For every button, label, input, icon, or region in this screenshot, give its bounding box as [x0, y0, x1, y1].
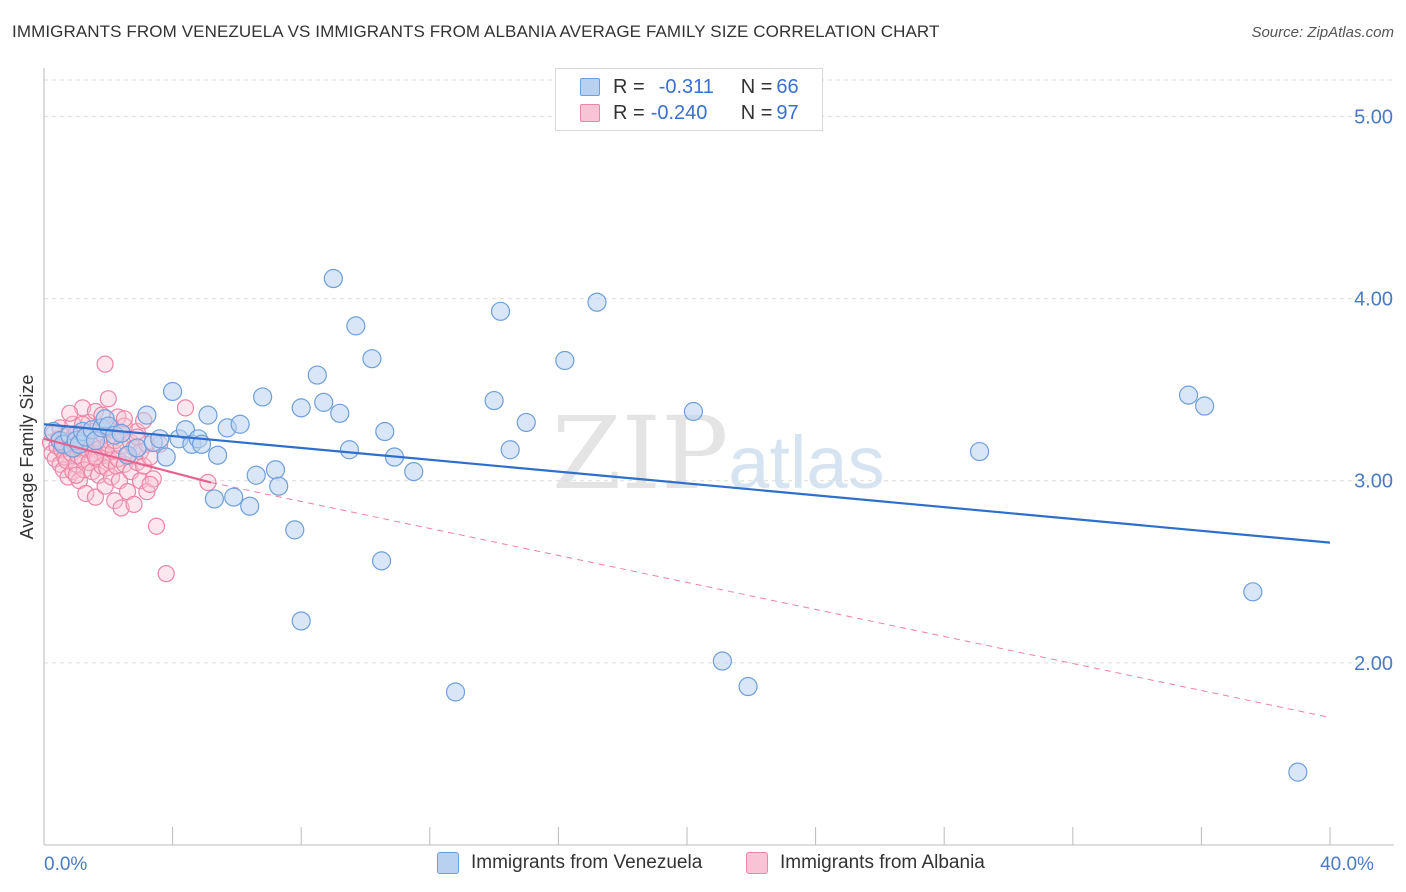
- legend-r-value: -0.240: [650, 101, 708, 124]
- x-tick-label: 40.0%: [1320, 854, 1374, 875]
- venezuela-point: [314, 392, 334, 412]
- venezuela-point: [346, 316, 366, 336]
- albania-points-layer: [41, 355, 217, 583]
- venezuela-point: [738, 676, 758, 697]
- albania-point: [147, 517, 166, 535]
- venezuela-point: [362, 349, 382, 369]
- venezuela-point: [265, 460, 286, 480]
- venezuela-point: [445, 682, 466, 702]
- albania-point: [86, 488, 105, 506]
- legend-n-label: N =: [740, 101, 773, 124]
- albania-point: [99, 390, 117, 408]
- albania-trend-line: [43, 437, 212, 484]
- venezuela-point: [127, 438, 147, 458]
- albania-legend-icon: [746, 852, 768, 874]
- venezuela-point: [500, 440, 520, 460]
- venezuela-point: [683, 401, 704, 422]
- legend-n-value: 66: [776, 75, 799, 98]
- source-label: Source: ZipAtlas.com: [1251, 24, 1394, 41]
- venezuela-point: [240, 496, 260, 516]
- albania-point: [61, 404, 79, 422]
- grid-layer: [44, 79, 1394, 664]
- venezuela-point: [285, 520, 305, 540]
- venezuela-point: [156, 447, 176, 467]
- venezuela-point: [230, 414, 250, 434]
- venezuela-points-layer: [44, 268, 1308, 782]
- albania-point: [77, 484, 95, 503]
- legend-n-value: 97: [776, 101, 799, 124]
- venezuela-point: [224, 487, 244, 507]
- trend-layer: [43, 423, 1331, 718]
- y-axis-label: Average Family Size: [17, 375, 37, 540]
- venezuela-point: [969, 441, 990, 462]
- label-layer: 2.00 3.00 4.00 5.00 0.0% 40.0% Average Family …: [17, 106, 1393, 875]
- albania-point: [112, 499, 130, 517]
- legend-row-albania: R = -0.240 N = 97: [580, 100, 799, 126]
- venezuela-point: [484, 390, 504, 411]
- albania-point: [141, 475, 159, 493]
- stats-legend: R = -0.311 N = 66 R = -0.240 N = 97: [555, 68, 823, 131]
- venezuela-point: [555, 350, 575, 371]
- venezuela-swatch-icon: [580, 78, 600, 96]
- albania-point: [67, 466, 85, 484]
- y-tick-label: 2.00: [1354, 653, 1393, 675]
- albania-point: [131, 472, 150, 490]
- venezuela-point: [1288, 762, 1308, 782]
- albania-legend-label: Immigrants from Albania: [780, 852, 985, 873]
- venezuela-point: [490, 301, 511, 321]
- venezuela-point: [330, 403, 350, 423]
- albania-point: [96, 355, 114, 373]
- bottom-legend-venezuela: Immigrants from Venezuela: [437, 852, 702, 874]
- albania-trend-extension: [211, 482, 1331, 718]
- venezuela-point: [371, 551, 392, 571]
- venezuela-point: [404, 462, 424, 482]
- x-tick-label: 0.0%: [44, 854, 87, 875]
- venezuela-point: [111, 423, 131, 443]
- axis-layer: [43, 68, 1394, 846]
- venezuela-point: [339, 440, 360, 460]
- venezuela-point: [1243, 582, 1263, 602]
- albania-point: [102, 468, 121, 486]
- venezuela-point: [291, 398, 311, 418]
- venezuela-point: [137, 405, 157, 425]
- albania-point: [157, 565, 175, 583]
- venezuela-point: [307, 365, 327, 385]
- albania-point: [125, 495, 143, 513]
- venezuela-point: [323, 268, 343, 289]
- venezuela-point: [204, 489, 224, 509]
- albania-point: [144, 470, 162, 488]
- venezuela-point: [208, 445, 228, 465]
- y-tick-label: 5.00: [1354, 106, 1393, 128]
- venezuela-point: [587, 292, 607, 312]
- legend-r-label: R =: [613, 75, 645, 98]
- legend-row-venezuela: R = -0.311 N = 66: [580, 74, 799, 100]
- venezuela-point: [246, 465, 266, 485]
- venezuela-point: [1178, 385, 1199, 405]
- venezuela-point: [291, 611, 311, 631]
- venezuela-point: [375, 421, 395, 442]
- chart-title: IMMIGRANTS FROM VENEZUELA VS IMMIGRANTS …: [12, 22, 940, 41]
- legend-r-value: -0.311: [658, 75, 714, 98]
- venezuela-point: [150, 429, 170, 449]
- venezuela-legend-label: Immigrants from Venezuela: [471, 852, 703, 873]
- legend-n-label: N =: [740, 75, 773, 98]
- y-tick-label: 3.00: [1354, 471, 1393, 493]
- venezuela-point: [712, 651, 732, 671]
- venezuela-trend-line: [43, 423, 1331, 544]
- venezuela-point: [163, 381, 183, 402]
- venezuela-point: [516, 412, 536, 433]
- venezuela-point: [1195, 396, 1215, 416]
- y-tick-label: 4.00: [1354, 289, 1393, 311]
- bottom-legend-albania: Immigrants from Albania: [746, 852, 985, 874]
- albania-swatch-icon: [580, 104, 600, 122]
- venezuela-point: [198, 405, 218, 425]
- venezuela-point: [253, 387, 273, 407]
- venezuela-point: [269, 476, 289, 496]
- albania-point: [176, 399, 195, 417]
- venezuela-legend-icon: [437, 852, 459, 874]
- legend-r-label: R =: [613, 101, 645, 124]
